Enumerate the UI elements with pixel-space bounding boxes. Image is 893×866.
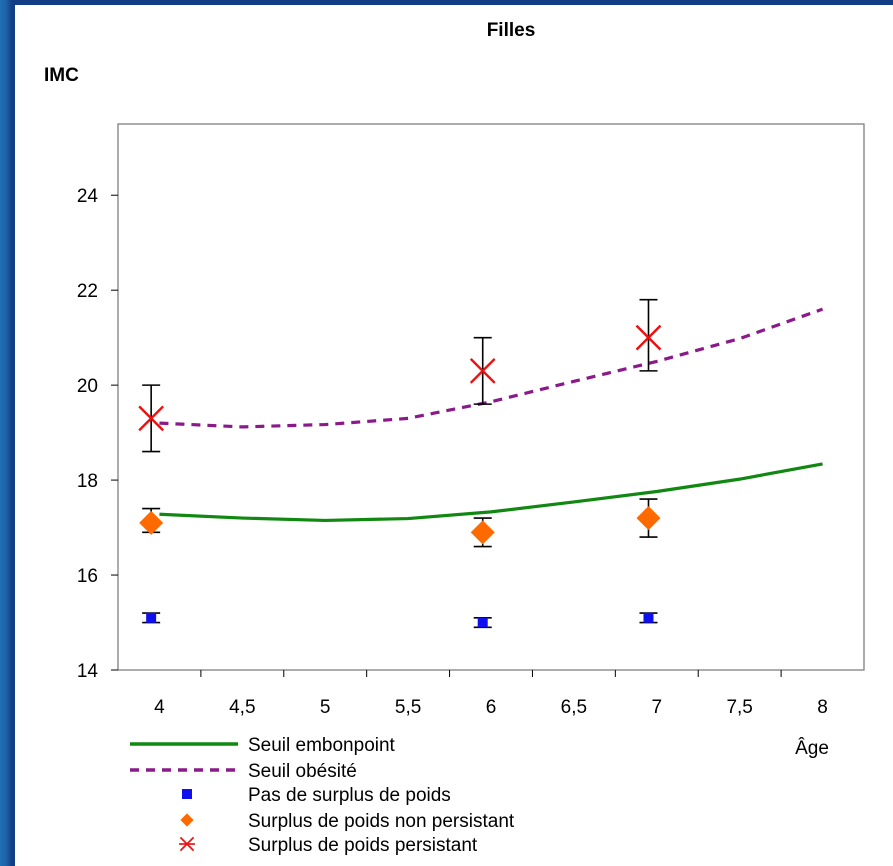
- asterisk-marker: [635, 324, 662, 351]
- y-tick-label: 20: [77, 376, 98, 397]
- y-axis-label: IMC: [44, 65, 79, 86]
- asterisk-marker: [138, 405, 165, 432]
- series-line-0: [159, 462, 823, 523]
- x-tick-label: 4: [154, 697, 165, 718]
- data-point: [142, 612, 161, 624]
- x-tick-label: 5,5: [395, 697, 421, 718]
- y-tick-label: 22: [77, 281, 98, 302]
- data-point: [639, 612, 658, 624]
- data-point: [473, 616, 492, 629]
- legend-label: Seuil embonpoint: [248, 735, 396, 756]
- axes: 14 16 18 20 22 24 4 4,5 5 5,5 6 6,5 7 7,5 8: [77, 186, 828, 718]
- legend-entry: Pas de surplus de poids: [182, 785, 451, 806]
- legend-entry: Surplus de poids persistant: [179, 835, 478, 856]
- chart-title: Filles: [487, 20, 536, 41]
- chart-panel: [15, 5, 893, 866]
- x-axis-label: Âge: [795, 737, 829, 759]
- data-point: [139, 507, 164, 535]
- series-line-1: [159, 307, 824, 429]
- asterisk-marker: [179, 836, 195, 852]
- y-tick-label: 18: [77, 471, 98, 492]
- asterisk-stroke: [635, 324, 662, 351]
- legend: Seuil embonpoint Seuil obésité Pas de surp…: [130, 735, 515, 856]
- series-lines: [159, 307, 824, 523]
- y-tick-label: 16: [77, 566, 98, 587]
- plot-area: [117, 123, 865, 671]
- legend-label: Seuil obésité: [248, 761, 357, 782]
- series-points: [138, 298, 662, 629]
- asterisk-marker: [469, 358, 496, 384]
- data-point: [138, 384, 165, 453]
- legend-entry: Seuil obésité: [130, 761, 357, 782]
- asterisk-stroke: [469, 358, 496, 384]
- x-tick-label: 6: [486, 697, 497, 718]
- diamond-marker: [470, 520, 495, 545]
- x-tick-label: 6,5: [561, 697, 587, 718]
- diamond-marker: [139, 510, 164, 535]
- diamond-marker: [180, 813, 194, 827]
- x-tick-label: 7,5: [726, 697, 752, 718]
- square-marker: [643, 612, 654, 623]
- legend-label: Surplus de poids non persistant: [248, 811, 515, 832]
- legend-label: Surplus de poids persistant: [248, 835, 478, 856]
- data-point: [469, 336, 496, 405]
- x-tick-label: 4,5: [229, 697, 255, 718]
- square-marker: [477, 617, 488, 628]
- square-marker: [182, 789, 192, 799]
- diamond-marker: [636, 506, 661, 531]
- legend-entry: Surplus de poids non persistant: [180, 811, 515, 832]
- x-tick-label: 7: [651, 697, 662, 718]
- data-point: [636, 498, 661, 538]
- asterisk-stroke: [138, 405, 165, 432]
- square-marker: [146, 612, 157, 623]
- data-point: [635, 298, 662, 372]
- legend-label: Pas de surplus de poids: [248, 785, 451, 806]
- data-point: [470, 517, 495, 548]
- legend-entry: Seuil embonpoint: [130, 735, 396, 756]
- x-tick-label: 5: [320, 697, 331, 718]
- y-tick-label: 24: [77, 186, 99, 207]
- x-tick-label: 8: [817, 697, 828, 718]
- y-tick-label: 14: [77, 661, 99, 682]
